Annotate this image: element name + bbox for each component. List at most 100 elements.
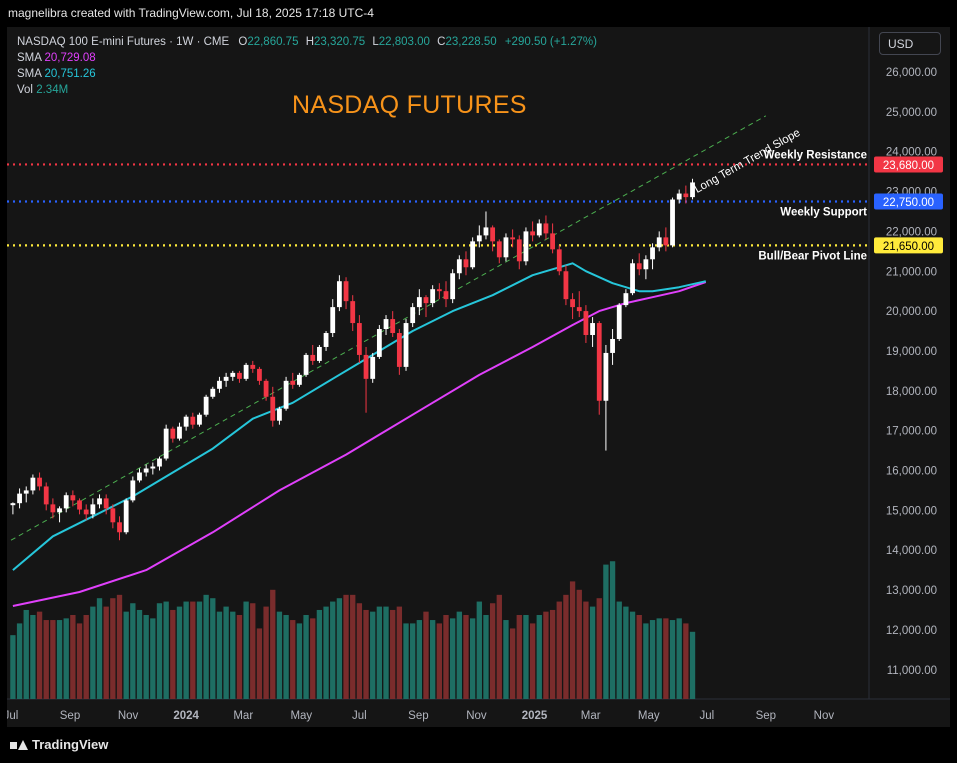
x-tick-label: May xyxy=(638,710,660,722)
volume-bar xyxy=(223,606,229,699)
currency-button[interactable]: USD xyxy=(879,32,941,55)
sma-fast-row[interactable]: SMA 20,751.26 xyxy=(17,66,597,82)
candle-body xyxy=(463,259,469,268)
volume-bar xyxy=(256,628,263,699)
candle-body xyxy=(476,235,482,242)
volume-bar xyxy=(596,598,602,699)
x-tick-label: Sep xyxy=(408,710,428,722)
y-tick-label: 25,000.00 xyxy=(886,107,937,119)
candle-body xyxy=(190,416,196,425)
volume-bar xyxy=(210,598,216,699)
candle-body xyxy=(590,323,595,336)
volume-bar xyxy=(449,618,456,699)
candle-body xyxy=(336,281,342,308)
candle-body xyxy=(503,237,509,258)
y-tick-label: 19,000.00 xyxy=(886,346,937,358)
volume-bar xyxy=(176,606,183,699)
candle-body xyxy=(563,271,569,300)
x-tick-label: Jul xyxy=(7,710,18,722)
y-tick-label: 11,000.00 xyxy=(887,665,937,677)
candle-body xyxy=(596,323,602,401)
change-value: +290.50 (+1.27%) xyxy=(504,36,597,48)
chart-title: NASDAQ FUTURES xyxy=(292,91,527,119)
volume-bar xyxy=(270,589,276,699)
instrument-label: NASDAQ 100 E-mini Futures · 1W · CME xyxy=(17,36,230,48)
x-tick-label: Mar xyxy=(581,710,601,722)
volume-bar xyxy=(96,598,103,699)
volume-bar xyxy=(423,611,429,699)
volume-bar xyxy=(669,620,676,699)
volume-bar xyxy=(116,594,123,699)
volume-bar xyxy=(250,603,256,699)
candle-body xyxy=(43,486,49,505)
sma-fast-label: SMA xyxy=(17,68,42,80)
volume-bar xyxy=(583,601,589,699)
y-tick-label: 14,000.00 xyxy=(886,545,937,557)
volume-bar xyxy=(263,606,269,699)
y-tick-label: 16,000.00 xyxy=(886,466,937,478)
volume-bar xyxy=(370,611,376,699)
price-tag xyxy=(874,156,943,173)
volume-bar xyxy=(83,615,89,699)
tradingview-logo-icon xyxy=(10,740,28,750)
candle-body xyxy=(370,356,376,379)
candle-body xyxy=(610,338,615,353)
candle-body xyxy=(643,259,649,270)
price-chart[interactable]: 26,000.0025,000.0024,000.0023,000.0022,0… xyxy=(7,27,950,727)
candle-body xyxy=(403,323,409,367)
candle-body xyxy=(263,380,269,397)
y-tick-label: 17,000.00 xyxy=(886,426,937,438)
candle-body xyxy=(17,493,22,504)
candle-body xyxy=(436,289,442,292)
sma-slow-line xyxy=(12,281,707,607)
candle-body xyxy=(556,249,562,272)
volume-bar xyxy=(350,594,356,699)
volume-bar xyxy=(396,606,403,699)
high-value: 23,320.75 xyxy=(314,36,366,48)
candle-body xyxy=(197,414,202,425)
candle-body xyxy=(543,223,549,234)
candle-body xyxy=(123,500,129,533)
candle-body xyxy=(583,311,589,336)
volume-bar xyxy=(663,618,669,699)
price-tag xyxy=(874,237,943,254)
x-tick-label: Nov xyxy=(118,710,139,722)
candle-body xyxy=(203,396,209,415)
volume-bar xyxy=(30,615,36,699)
volume-bar xyxy=(523,615,529,699)
chart-credit-header: magnelibra created with TradingView.com,… xyxy=(0,0,957,27)
volume-bar xyxy=(296,623,303,699)
candle-body xyxy=(690,182,695,198)
brand-label: TradingView xyxy=(32,737,109,752)
candle-body xyxy=(243,364,249,379)
candle-body xyxy=(257,368,262,381)
volume-bar xyxy=(543,611,549,699)
level-label: Weekly Resistance xyxy=(764,149,867,161)
candle-body xyxy=(117,522,122,533)
x-tick-label: Nov xyxy=(466,710,487,722)
volume-bar xyxy=(683,623,689,699)
tradingview-logo[interactable]: TradingView xyxy=(10,737,108,752)
volume-bar xyxy=(410,623,416,699)
candle-body xyxy=(410,307,416,324)
volume-bar xyxy=(609,561,616,699)
volume-bar xyxy=(343,594,349,699)
sma-slow-row[interactable]: SMA 20,729.08 xyxy=(17,50,597,66)
x-tick-label: 2024 xyxy=(173,710,199,722)
volume-bar xyxy=(649,620,656,699)
y-tick-label: 24,000.00 xyxy=(886,147,937,159)
volume-bar xyxy=(303,615,309,699)
volume-bar xyxy=(443,615,449,699)
candle-body xyxy=(57,508,62,513)
candle-body xyxy=(70,495,76,501)
volume-bar xyxy=(76,623,83,699)
candle-body xyxy=(50,504,56,513)
candle-body xyxy=(170,428,176,439)
volume-bar xyxy=(576,589,582,699)
volume-bar xyxy=(10,635,16,699)
volume-bar xyxy=(430,620,436,699)
price-tag xyxy=(874,193,943,210)
volume-row[interactable]: Vol 2.34M xyxy=(17,82,597,98)
candle-body xyxy=(217,380,222,389)
chart-panel[interactable]: 26,000.00 25,000.00 24,000.00 23,000.00 22,0… xyxy=(7,27,950,727)
